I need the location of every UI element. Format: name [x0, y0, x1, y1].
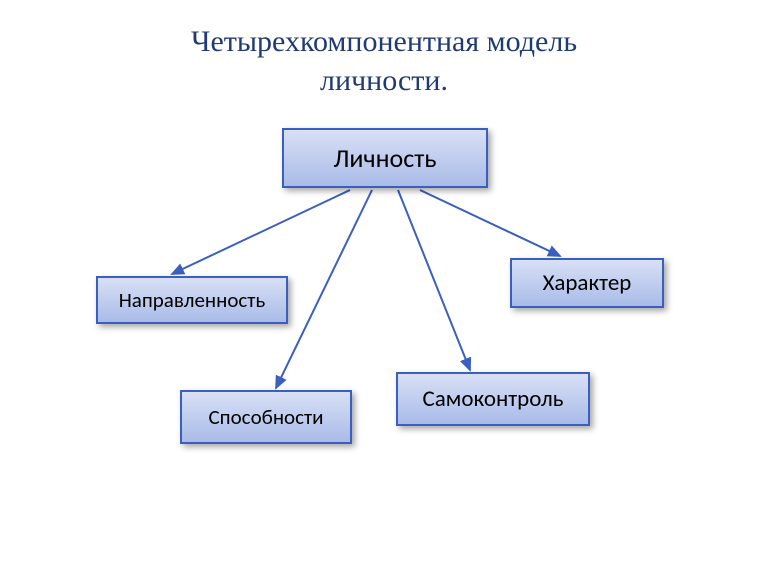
edge-arrow: [276, 190, 372, 388]
root-node-label: Личность: [333, 142, 436, 174]
child-node-label: Способности: [208, 404, 323, 430]
diagram-title: Четырехкомпонентная модель личности.: [0, 22, 768, 100]
edge-arrow: [172, 190, 350, 274]
child-node-label: Направленность: [119, 287, 266, 313]
child-node-label: Характер: [543, 269, 632, 297]
child-node-selfcontrol: Самоконтроль: [396, 372, 590, 426]
child-node-orientation: Направленность: [96, 276, 288, 324]
root-node-personality: Личность: [282, 128, 488, 188]
child-node-abilities: Способности: [180, 390, 352, 444]
child-node-character: Характер: [510, 258, 664, 308]
edge-arrow: [398, 190, 470, 370]
edge-arrow: [420, 190, 560, 256]
title-line-1: Четырехкомпонентная модель: [191, 25, 577, 58]
child-node-label: Самоконтроль: [423, 385, 564, 413]
title-line-2: личности.: [320, 64, 448, 97]
